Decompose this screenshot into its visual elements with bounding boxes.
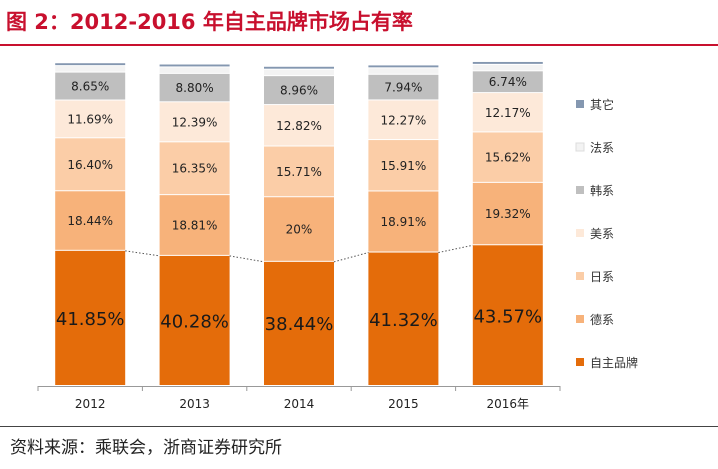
legend-label: 法系 — [590, 141, 614, 155]
bar-segment — [159, 142, 230, 195]
legend-swatch — [576, 186, 584, 194]
legend-label: 德系 — [590, 312, 614, 327]
bar-segment — [368, 140, 439, 191]
bar-segment — [472, 245, 543, 385]
bar-segment — [264, 105, 334, 146]
legend-label: 日系 — [590, 270, 614, 284]
legend-swatch — [576, 229, 584, 237]
bar-segment — [55, 100, 126, 138]
data-label: 41.85% — [56, 309, 125, 330]
data-label: 18.91% — [381, 215, 427, 229]
bar-segment — [264, 76, 334, 105]
data-label: 43.57% — [473, 307, 542, 328]
data-label: 15.91% — [381, 159, 427, 173]
data-label: 15.71% — [276, 165, 322, 179]
data-label: 8.80% — [176, 81, 214, 95]
data-label: 12.82% — [276, 119, 322, 133]
bar-segment — [159, 73, 230, 102]
data-label: 18.81% — [172, 219, 218, 233]
bar-segment — [472, 182, 543, 245]
bar-segment — [55, 72, 126, 100]
stacked-bar-chart: 41.85% 18.44% 16.40% 11.69% 8.65% 2012 40.28% 1… — [37, 61, 638, 411]
x-tick-label: 2015 — [388, 397, 419, 411]
legend-label: 美系 — [590, 227, 614, 241]
title-rule — [0, 44, 718, 46]
bar-segment — [55, 191, 126, 250]
bar-segment — [159, 102, 230, 142]
data-label: 6.74% — [489, 75, 527, 89]
legend-swatch — [575, 142, 585, 152]
data-label: 8.96% — [280, 84, 318, 98]
trend-line — [438, 244, 473, 254]
bar-segment — [159, 195, 230, 255]
bar-segment — [472, 132, 543, 182]
bar-segment — [55, 66, 126, 72]
bar-segment — [472, 61, 543, 64]
bar-segment — [55, 250, 126, 385]
trend-line — [229, 255, 265, 263]
bar-segment — [368, 74, 439, 100]
data-label: 7.94% — [384, 81, 422, 95]
data-label: 20% — [286, 223, 313, 237]
bar-segment — [264, 197, 334, 261]
legend-label: 韩系 — [590, 183, 614, 198]
bar-segment — [368, 100, 439, 140]
data-label: 16.35% — [172, 162, 218, 176]
data-label: 12.39% — [172, 115, 218, 129]
bar-segment — [368, 252, 439, 385]
legend-label: 自主品牌 — [590, 356, 638, 370]
bar-segment — [159, 255, 230, 385]
data-label: 40.28% — [160, 311, 229, 332]
bar-segment — [264, 261, 334, 385]
trend-line — [125, 250, 160, 257]
bar-segment — [264, 66, 334, 69]
legend-swatch — [576, 100, 584, 108]
bar-segment — [55, 138, 126, 191]
data-label: 8.65% — [71, 80, 109, 94]
data-label: 12.27% — [381, 113, 427, 127]
x-tick-label: 2014 — [284, 397, 315, 411]
bar-segment — [55, 63, 126, 66]
legend-label: 其它 — [590, 97, 614, 112]
bar-segment — [264, 146, 334, 197]
data-label: 12.17% — [485, 106, 531, 120]
trend-line — [333, 252, 369, 263]
legend-swatch — [576, 358, 584, 366]
figure-title: 图 2：2012-2016 年自主品牌市场占有率 — [6, 10, 413, 34]
x-tick-label: 2012 — [75, 397, 106, 411]
bar-segment — [368, 191, 439, 252]
bar-segment — [472, 71, 543, 93]
bar-segment — [368, 65, 439, 68]
x-tick-label: 2013 — [179, 397, 210, 411]
bar-segment — [472, 64, 543, 71]
x-tick-label: 2016年 — [487, 397, 530, 411]
data-label: 11.69% — [67, 112, 113, 126]
legend-swatch — [576, 315, 584, 323]
source-note: 资料来源：乘联会，浙商证券研究所 — [10, 438, 282, 458]
bar-segment — [159, 67, 230, 73]
data-label: 15.62% — [485, 151, 531, 165]
source-rule — [0, 426, 718, 427]
bar-segment — [264, 69, 334, 76]
data-label: 41.32% — [369, 310, 438, 331]
bar-segment — [159, 64, 230, 67]
data-label: 18.44% — [67, 214, 113, 228]
data-label: 16.40% — [67, 158, 113, 172]
bar-segment — [368, 68, 439, 74]
bar-segment — [472, 93, 543, 132]
data-label: 38.44% — [265, 314, 334, 335]
legend-swatch — [576, 272, 584, 280]
data-label: 19.32% — [485, 207, 531, 221]
